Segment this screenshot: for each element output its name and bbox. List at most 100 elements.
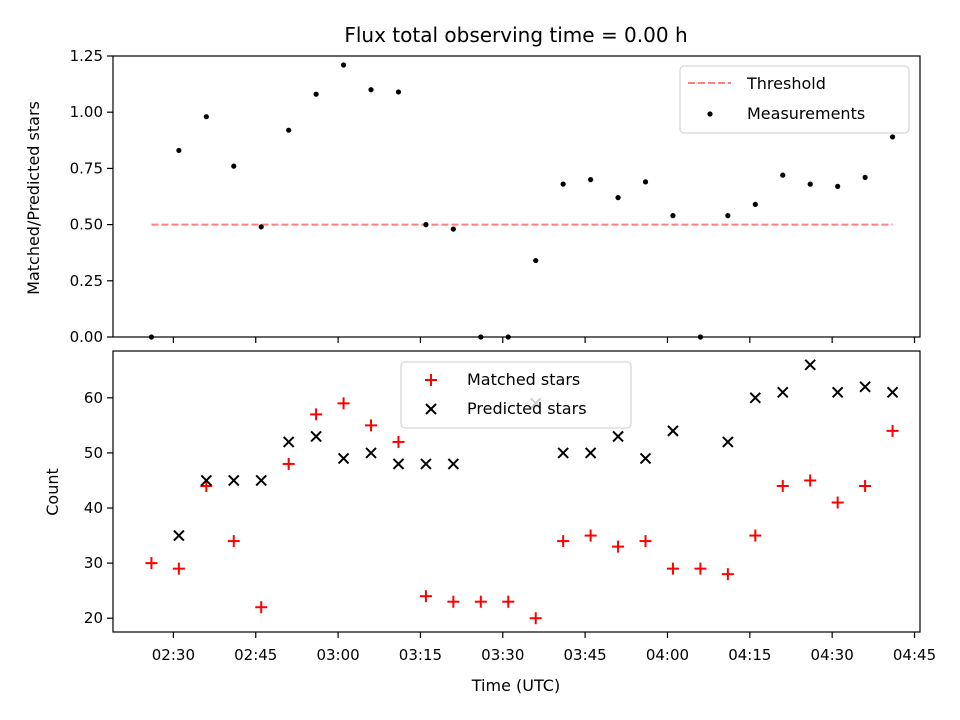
matched-star-point	[227, 535, 240, 548]
bottom-y-tick-label: 60	[84, 389, 103, 407]
bottom-x-tick-label: 02:45	[234, 646, 277, 664]
predicted-star-point	[392, 458, 405, 470]
matched-star-point	[639, 535, 652, 548]
legend-matched-swatch	[425, 374, 437, 386]
legend-measurements-label: Measurements	[747, 104, 865, 123]
matched-star-point	[419, 590, 432, 603]
matched-star-point	[502, 595, 515, 608]
matched-star-point	[776, 479, 789, 492]
matched-star-point	[831, 496, 844, 509]
measurement-point	[560, 181, 566, 187]
top-y-axis-label: Matched/Predicted stars	[24, 101, 43, 295]
top-y-ticks: 0.00 0.25 0.50 0.75 1.00 1.25	[70, 47, 113, 346]
predicted-star-point	[667, 425, 679, 437]
predicted-star-point	[777, 386, 789, 399]
measurement-point	[807, 181, 813, 187]
measurement-point	[862, 174, 868, 180]
measurement-point	[889, 134, 896, 140]
bottom-plot-frame	[112, 350, 921, 633]
measurement-point	[340, 62, 347, 68]
matched-star-point	[255, 601, 268, 614]
bottom-x-tick-label: 04:15	[728, 646, 771, 664]
matched-star-point	[612, 540, 625, 553]
predicted-star-point	[831, 386, 844, 399]
bottom-legend: Matched stars Predicted stars	[400, 361, 632, 429]
matched-star-point	[584, 529, 597, 542]
top-y-tick-label: 0.75	[70, 159, 103, 177]
measurement-point	[450, 226, 456, 232]
measurement-point	[203, 114, 209, 120]
matched-star-point	[666, 562, 679, 575]
bottom-y-tick-label: 20	[84, 609, 103, 627]
predicted-star-point	[255, 474, 267, 487]
measurement-point	[258, 224, 264, 230]
count-points	[145, 359, 899, 625]
bottom-x-tick-label: 04:45	[893, 646, 936, 664]
bottom-x-tick-label: 04:00	[646, 646, 689, 664]
bottom-y-ticks: 20 30 40 50 60	[84, 389, 113, 627]
measurement-point	[313, 91, 319, 97]
bottom-x-tick-label: 03:15	[399, 646, 442, 664]
matched-star-point	[529, 612, 542, 625]
predicted-star-point	[365, 447, 377, 459]
measurement-point	[176, 147, 182, 154]
predicted-star-point	[804, 359, 816, 371]
matched-star-point	[859, 479, 872, 492]
measurement-point	[533, 257, 539, 264]
top-y-tick-label: 0.00	[70, 328, 103, 346]
measurement-point	[231, 163, 237, 169]
matched-star-point	[172, 562, 185, 575]
matched-star-point	[886, 424, 899, 437]
measurement-point	[615, 195, 621, 201]
measurement-point	[588, 177, 594, 183]
matched-star-point	[310, 408, 323, 421]
bottom-x-tick-label: 03:30	[481, 646, 524, 664]
matched-star-point	[694, 562, 707, 575]
measurement-point	[395, 89, 402, 95]
predicted-star-point	[557, 447, 569, 459]
legend-threshold-label: Threshold	[746, 74, 826, 93]
measurement-point	[286, 127, 292, 133]
matched-star-point	[447, 595, 460, 608]
top-y-tick-label: 1.00	[70, 103, 103, 121]
predicted-star-point	[337, 452, 350, 465]
matched-star-point	[337, 397, 350, 410]
legend-matched-label: Matched stars	[467, 370, 580, 389]
bottom-x-tick-label: 02:30	[152, 646, 195, 664]
predicted-star-point	[200, 474, 213, 487]
top-y-tick-label: 0.25	[70, 272, 103, 290]
chart-title: Flux total observing time = 0.00 h	[344, 23, 687, 47]
measurement-points	[148, 62, 896, 340]
predicted-star-point	[749, 392, 762, 404]
measurement-point	[368, 87, 374, 93]
measurement-point	[423, 222, 429, 228]
bottom-y-axis-label: Count	[43, 468, 62, 516]
matched-star-point	[282, 457, 295, 470]
legend-measurements-swatch	[707, 111, 713, 117]
bottom-x-axis-label: Time (UTC)	[471, 676, 560, 695]
predicted-star-point	[420, 458, 432, 470]
bottom-plot-panel: Count Time (UTC) 20 30 40 50 60 02:30 02:45 03…	[43, 350, 936, 695]
predicted-star-point	[173, 529, 185, 542]
matched-star-point	[804, 474, 817, 487]
predicted-star-point	[584, 447, 597, 459]
predicted-star-point	[310, 430, 322, 443]
measurement-point	[670, 213, 676, 219]
measurement-point	[725, 213, 731, 219]
top-plot-frame	[112, 55, 921, 338]
top-legend: Threshold Measurements	[679, 65, 910, 134]
bottom-y-tick-label: 50	[84, 444, 103, 462]
matched-star-point	[721, 568, 734, 581]
predicted-star-point	[228, 474, 240, 487]
matched-star-point	[474, 595, 487, 608]
predicted-star-point	[612, 430, 624, 443]
bottom-x-tick-label: 04:30	[811, 646, 854, 664]
matched-star-point	[749, 529, 762, 542]
top-plot-panel: Flux total observing time = 0.00 h Match…	[24, 23, 921, 346]
predicted-star-point	[282, 436, 295, 448]
measurement-point	[752, 201, 758, 207]
matched-star-point	[365, 419, 378, 432]
top-legend-box	[679, 65, 910, 134]
bottom-y-tick-label: 40	[84, 499, 103, 517]
